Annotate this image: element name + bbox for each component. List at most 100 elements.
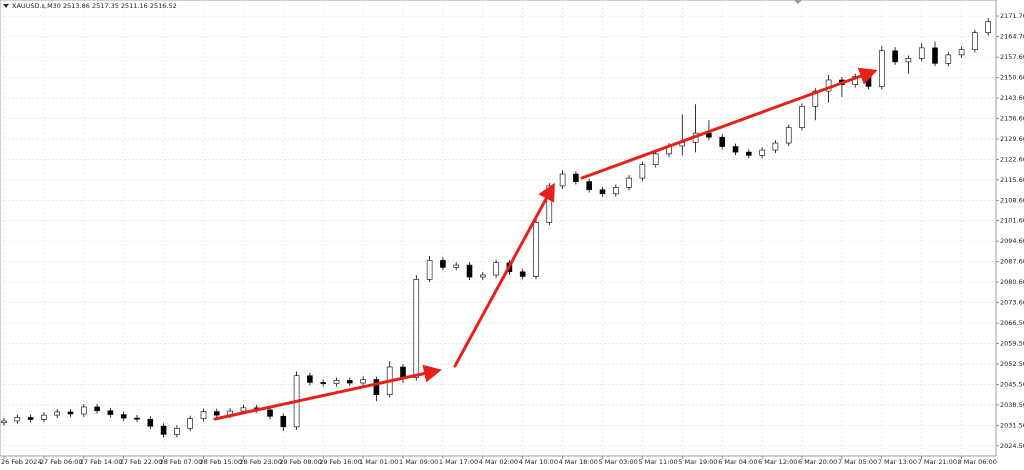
x-tick-label: 1 Mar 17:00 <box>439 458 478 466</box>
candle-body <box>799 105 805 128</box>
axes: 2024.50 2031.50 2038.50 2045.50 2052.50 2059.… <box>1 12 1024 466</box>
trend-arrow <box>213 364 442 421</box>
candle-body <box>612 187 619 195</box>
trend-arrow <box>453 182 555 368</box>
menu-triangle[interactable] <box>3 4 9 8</box>
candle-body <box>41 414 47 420</box>
x-tick-label: 7 Mar 21:00 <box>918 458 957 466</box>
y-tick-label: 2129.60 <box>1000 135 1024 143</box>
x-tick-label: 4 Mar 10:00 <box>519 458 558 466</box>
candle-body <box>360 379 366 384</box>
candle-body <box>493 262 499 276</box>
candle-body <box>67 411 74 415</box>
y-tick-label: 2150.60 <box>1000 74 1024 82</box>
y-tick-label: 2066.50 <box>1000 319 1024 327</box>
x-tick-label: 28 Feb 15:00 <box>200 458 243 466</box>
y-tick-label: 2045.50 <box>1000 380 1024 388</box>
candle-body <box>865 76 872 87</box>
candle-body <box>333 380 340 384</box>
candle-body <box>280 415 287 428</box>
candle-body <box>147 418 154 427</box>
y-tick-label: 2031.50 <box>1000 421 1024 429</box>
shift-marker <box>794 0 802 4</box>
annotations <box>213 67 878 421</box>
candle-body <box>1 420 7 424</box>
candle-body <box>559 173 566 187</box>
candle-body <box>945 54 952 64</box>
candle-body <box>453 264 460 268</box>
y-tick-label: 2080.60 <box>1000 278 1024 286</box>
x-tick-label: 6 Mar 04:00 <box>718 458 757 466</box>
y-tick-label: 2164.70 <box>1000 32 1024 40</box>
candle-body <box>533 222 539 277</box>
candle-body <box>134 417 140 420</box>
candle-body <box>892 50 898 63</box>
x-tick-label: 1 Mar 09:00 <box>399 458 438 466</box>
y-tick-label: 2038.50 <box>1000 401 1024 409</box>
candle-body <box>240 407 247 412</box>
candle-body <box>812 90 819 107</box>
candle-body <box>160 425 167 435</box>
y-tick-label: 2024.50 <box>1000 442 1024 450</box>
candle-body <box>307 375 313 383</box>
y-tick-label: 2122.60 <box>1000 155 1024 163</box>
candle-body <box>54 411 61 416</box>
x-tick-label: 29 Feb 16:00 <box>319 458 362 466</box>
candle-body <box>519 271 526 277</box>
candle-body <box>373 379 380 395</box>
y-tick-label: 2073.60 <box>1000 298 1024 306</box>
x-tick-label: 29 Feb 08:00 <box>279 458 322 466</box>
y-tick-label: 2108.60 <box>1000 196 1024 204</box>
x-tick-label: 8 Mar 06:00 <box>958 458 997 466</box>
y-tick-label: 2087.60 <box>1000 258 1024 266</box>
x-tick-label: 1 Mar 01:00 <box>359 458 398 466</box>
y-tick-label: 2143.60 <box>1000 94 1024 102</box>
candle-body <box>440 260 446 268</box>
candle-body <box>599 189 606 195</box>
candle-body <box>346 380 353 384</box>
x-tick-label: 4 Mar 18:00 <box>559 458 598 466</box>
candle-body <box>759 149 765 156</box>
candle-body <box>466 264 473 278</box>
x-tick-label: 7 Mar 13:00 <box>878 458 917 466</box>
x-tick-label: 6 Mar 12:00 <box>758 458 797 466</box>
candle-body <box>958 49 965 56</box>
candle-body <box>400 366 406 379</box>
candle-body <box>320 382 327 384</box>
y-tick-label: 2101.60 <box>1000 217 1024 225</box>
x-tick-label: 5 Mar 11:00 <box>638 458 677 466</box>
plot-area <box>0 0 997 457</box>
candle-body <box>81 406 87 415</box>
candle-body <box>639 164 646 179</box>
candle-body <box>745 151 752 156</box>
x-tick-label: 27 Feb 06:00 <box>40 458 83 466</box>
x-tick-label: 27 Feb 22:00 <box>120 458 163 466</box>
y-tick-label: 2157.60 <box>1000 53 1024 61</box>
trend-arrow <box>580 67 878 180</box>
chart-title: XAUUSD.s,M30 2513.86 2517.35 2511.16 251… <box>12 2 177 10</box>
candle-body <box>214 411 220 416</box>
candle-body <box>94 406 100 412</box>
y-tick-label: 2052.50 <box>1000 360 1024 368</box>
x-tick-label: 7 Mar 05:00 <box>838 458 877 466</box>
candle-body <box>200 411 207 419</box>
candle-body <box>626 177 632 188</box>
candle-body <box>479 274 486 278</box>
y-tick-label: 2059.50 <box>1000 340 1024 348</box>
candle-body <box>107 410 114 415</box>
candle-body <box>573 173 579 182</box>
candle-body <box>426 260 433 280</box>
candle-body <box>732 146 739 153</box>
candle-body <box>174 427 180 435</box>
x-tick-label: 5 Mar 03:00 <box>599 458 638 466</box>
x-tick-label: 4 Mar 02:00 <box>479 458 518 466</box>
candle-body <box>719 136 726 147</box>
candle-body <box>652 153 659 165</box>
grid <box>0 0 996 456</box>
x-tick-label: 6 Mar 20:00 <box>798 458 837 466</box>
x-tick-label: 28 Feb 07:00 <box>160 458 203 466</box>
y-tick-label: 2171.70 <box>1000 12 1024 20</box>
y-tick-label: 2094.60 <box>1000 237 1024 245</box>
candle-body <box>918 47 925 59</box>
